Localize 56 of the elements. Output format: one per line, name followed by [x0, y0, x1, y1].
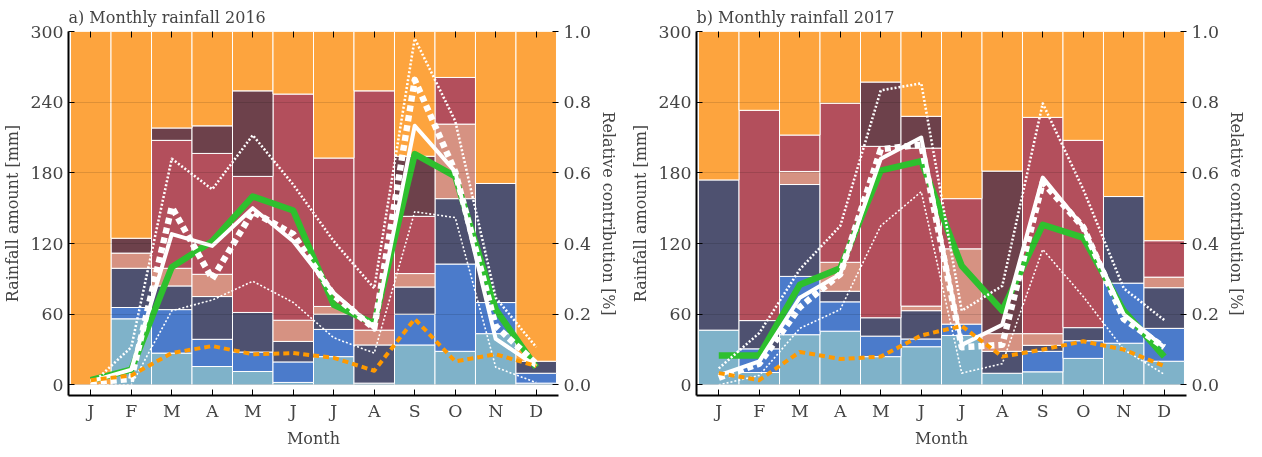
y-tick-label: 0: [52, 374, 64, 395]
x-tick-label: A: [994, 400, 1009, 421]
x-tick-label: O: [1076, 400, 1091, 421]
y2-tick-label: 0.8: [1191, 92, 1220, 113]
y-tick-label: 240: [30, 92, 64, 113]
x-tick-label: N: [1116, 400, 1132, 421]
y2-axis-title: Relative contribution [%]: [1227, 111, 1247, 316]
y-tick-label: 60: [669, 304, 692, 325]
x-tick-label: M: [871, 400, 890, 421]
x-tick-label: J: [328, 400, 338, 421]
x-tick-label: J: [713, 400, 723, 421]
y2-tick-label: 1.0: [1191, 21, 1220, 42]
x-axis-title: Month: [286, 428, 341, 448]
x-tick-label: J: [915, 400, 925, 421]
chart-title: b) Monthly rainfall 2017: [696, 7, 895, 27]
x-tick-label: D: [1157, 400, 1172, 421]
y2-tick-label: 0.4: [563, 233, 592, 254]
y2-tick-label: 0.8: [563, 92, 592, 113]
x-tick-label: M: [162, 400, 181, 421]
y-tick-label: 240: [658, 92, 692, 113]
x-tick-label: J: [287, 400, 297, 421]
x-tick-label: S: [1036, 400, 1049, 421]
y-tick-label: 60: [41, 304, 64, 325]
x-tick-label: J: [956, 400, 966, 421]
y2-tick-label: 0.6: [1191, 162, 1220, 183]
y-tick-label: 180: [658, 162, 692, 183]
x-tick-label: F: [753, 400, 766, 421]
y2-axis-title: Relative contribution [%]: [599, 111, 619, 316]
x-tick-label: F: [125, 400, 138, 421]
x-tick-label: A: [833, 400, 847, 421]
y2-tick-label: 0.2: [1191, 304, 1220, 325]
y2-tick-label: 0.0: [563, 374, 592, 395]
chart-title: a) Monthly rainfall 2016: [68, 7, 266, 27]
y-tick-label: 0: [680, 374, 692, 395]
y2-tick-label: 1.0: [563, 21, 592, 42]
x-tick-label: A: [366, 400, 381, 421]
x-tick-label: M: [243, 400, 262, 421]
x-tick-label: N: [488, 400, 504, 421]
x-tick-label: J: [85, 400, 95, 421]
y-tick-label: 300: [658, 21, 692, 42]
y-tick-label: 300: [30, 21, 64, 42]
y2-tick-label: 0.4: [1191, 233, 1220, 254]
x-axis-title: Month: [914, 428, 969, 448]
y2-tick-label: 0.0: [1191, 374, 1220, 395]
y2-tick-label: 0.2: [563, 304, 592, 325]
y-axis-title: Rainfall amount [mm]: [3, 124, 23, 303]
x-tick-label: M: [790, 400, 809, 421]
y2-tick-label: 0.6: [563, 162, 592, 183]
x-tick-label: A: [205, 400, 219, 421]
y-tick-label: 120: [30, 233, 64, 254]
x-tick-label: D: [529, 400, 544, 421]
y-tick-label: 180: [30, 162, 64, 183]
x-tick-label: S: [408, 400, 421, 421]
y-tick-label: 120: [658, 233, 692, 254]
x-tick-label: O: [448, 400, 463, 421]
y-axis-title: Rainfall amount [mm]: [631, 124, 651, 303]
